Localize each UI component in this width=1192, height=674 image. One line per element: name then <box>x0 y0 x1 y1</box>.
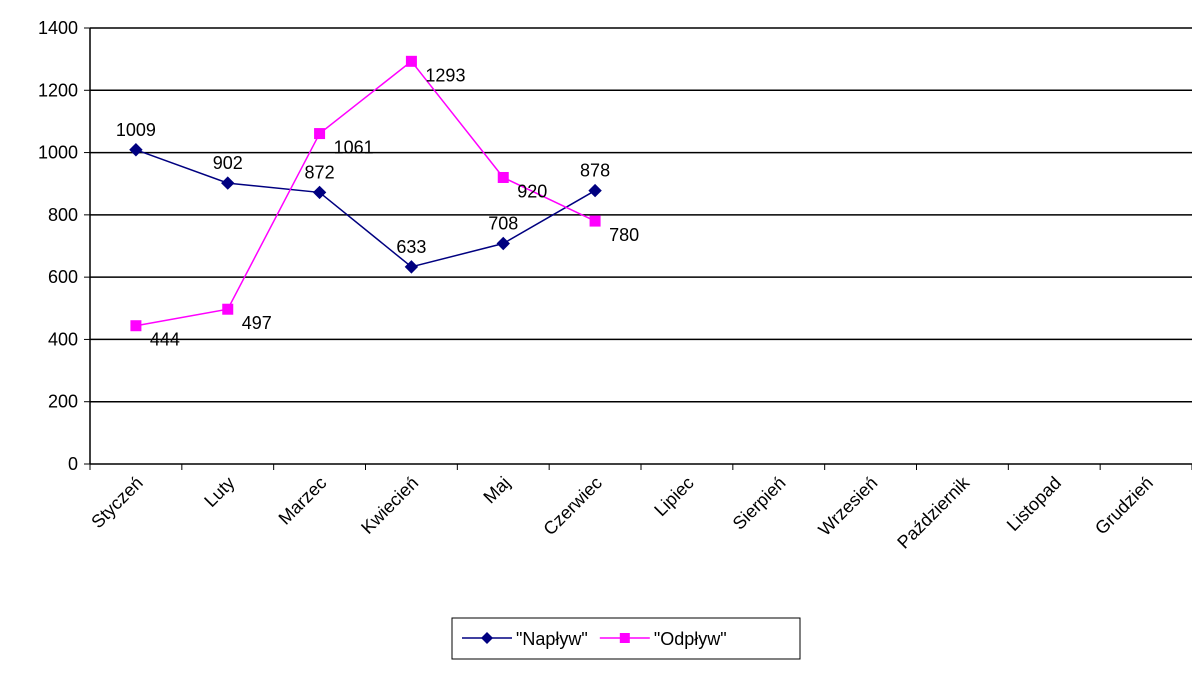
x-tick-label: Sierpień <box>729 473 790 534</box>
data-label: 902 <box>213 153 243 173</box>
series-line <box>135 60 596 327</box>
legend-marker <box>481 632 493 644</box>
x-tick-label: Grudzień <box>1091 473 1157 539</box>
y-tick-label: 1400 <box>38 18 78 38</box>
marker <box>130 320 142 332</box>
y-tick-label: 1000 <box>38 143 78 163</box>
data-label: 1061 <box>334 138 374 158</box>
y-tick-label: 600 <box>48 267 78 287</box>
marker <box>222 303 234 315</box>
legend-marker <box>619 633 630 643</box>
x-tick-label: Maj <box>479 473 514 508</box>
x-tick-label: Październik <box>893 472 974 553</box>
data-label: 633 <box>396 237 426 257</box>
marker <box>497 171 509 183</box>
x-tick-label: Luty <box>200 473 238 511</box>
marker <box>589 215 601 227</box>
marker <box>129 143 143 157</box>
data-label: 1009 <box>116 120 156 140</box>
legend-label: "Odpływ" <box>654 629 727 649</box>
y-tick-label: 1200 <box>38 80 78 100</box>
x-tick-label: Wrzesień <box>814 473 881 540</box>
x-tick-label: Marzec <box>275 473 331 529</box>
marker <box>405 55 417 67</box>
series-line <box>135 149 596 268</box>
marker <box>312 185 327 200</box>
data-label: 920 <box>517 181 547 201</box>
data-label: 497 <box>242 313 272 333</box>
x-tick-label: Styczeń <box>87 473 146 532</box>
marker <box>404 260 419 274</box>
legend: "Napływ" "Odpływ" <box>451 617 801 660</box>
x-tick-label: Kwiecień <box>357 473 422 538</box>
x-tick-label: Lipiec <box>650 473 697 520</box>
x-tick-label: Czerwiec <box>539 473 605 539</box>
data-label: 444 <box>150 330 180 350</box>
y-tick-label: 400 <box>48 329 78 349</box>
data-label: 1293 <box>425 65 465 85</box>
x-tick-label: Listopad <box>1003 473 1065 535</box>
marker <box>314 128 326 140</box>
y-tick-label: 200 <box>48 392 78 412</box>
legend-label: "Napływ" <box>516 629 588 649</box>
data-label: 878 <box>580 161 610 181</box>
y-tick-label: 0 <box>68 454 78 474</box>
data-label: 708 <box>488 214 518 234</box>
data-label: 872 <box>305 162 335 182</box>
marker <box>496 236 510 251</box>
marker <box>221 176 235 190</box>
y-tick-label: 800 <box>48 205 78 225</box>
data-label: 780 <box>609 225 639 245</box>
marker <box>588 183 602 198</box>
